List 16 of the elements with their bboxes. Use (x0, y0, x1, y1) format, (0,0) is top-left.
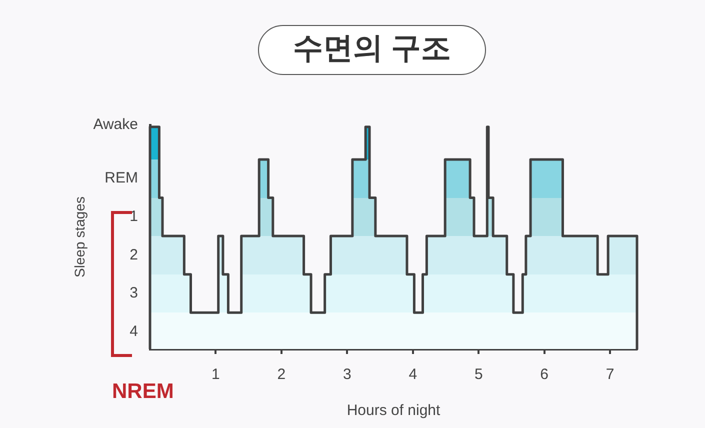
y-axis-title: Sleep stages (71, 196, 88, 278)
x-tick-label: 3 (342, 366, 352, 384)
x-tick-label: 2 (277, 366, 286, 384)
chart-title: 수면의 구조 (258, 25, 486, 75)
y-tick-label: REM (104, 170, 138, 187)
y-tick-label: 4 (130, 322, 138, 340)
y-tick-label: Awake (93, 116, 138, 134)
x-axis-title: Hours of night (346, 402, 442, 420)
y-tick-label: 3 (130, 284, 138, 302)
x-tick-label: 6 (540, 366, 549, 384)
x-tick-label: 5 (474, 366, 483, 384)
x-tick-label: 7 (606, 366, 614, 384)
x-tick-label: 4 (408, 366, 418, 384)
text: NREM (112, 380, 174, 404)
y-tick-label: 2 (130, 246, 138, 264)
x-tick-label: 1 (212, 366, 220, 384)
